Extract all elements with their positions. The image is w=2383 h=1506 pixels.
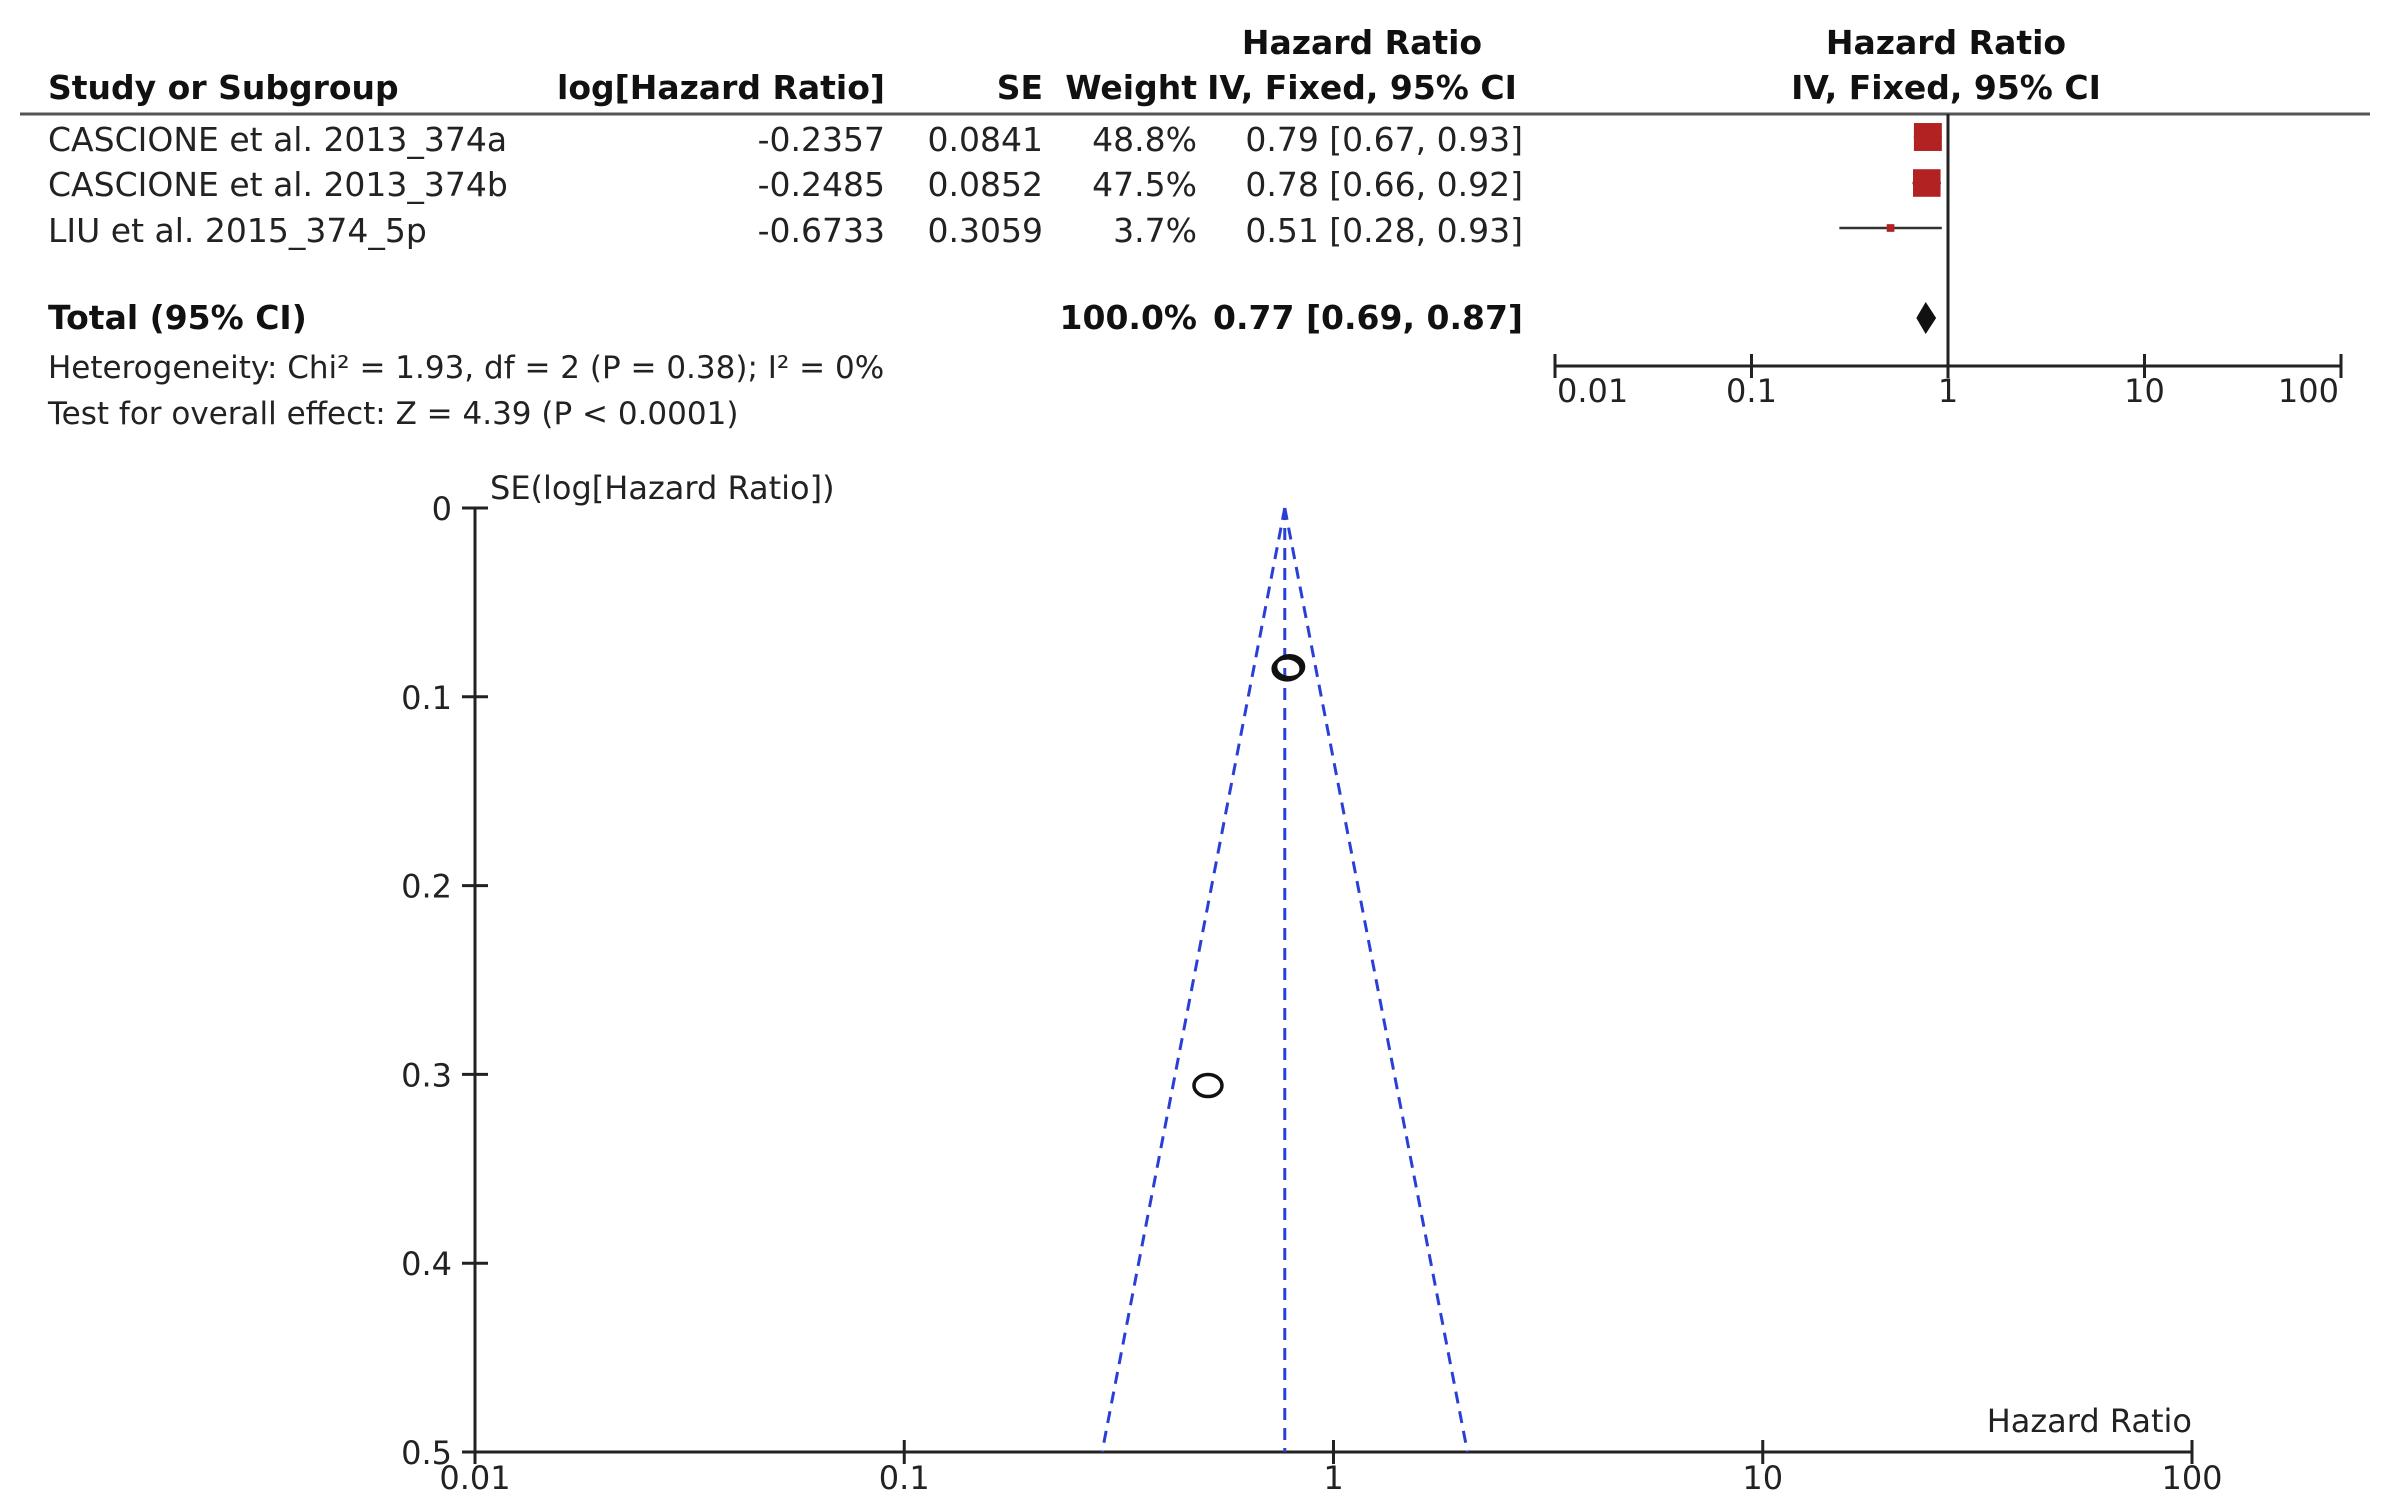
row-study: CASCIONE et al. 2013_374b <box>48 165 508 204</box>
forest-x-tick-label: 0.1 <box>1726 372 1777 410</box>
funnel-y-tick-label: 0.1 <box>401 679 452 717</box>
total-label: Total (95% CI) <box>48 298 307 337</box>
forest-pooled-diamond <box>1916 302 1937 334</box>
header-study: Study or Subgroup <box>48 68 399 107</box>
funnel-x-axis-label: Hazard Ratio <box>1987 1402 2192 1440</box>
row-se: 0.0852 <box>928 165 1043 204</box>
funnel-y-tick-label: 0.5 <box>401 1434 452 1472</box>
forest-x-tick-label: 0.01 <box>1557 372 1628 410</box>
funnel-x-tick-label: 0.1 <box>879 1459 930 1497</box>
row-weight: 3.7% <box>1113 211 1197 250</box>
header-se: SE <box>997 68 1043 107</box>
header-plot-top: Hazard Ratio <box>1826 23 2066 62</box>
forest-point-marker <box>1913 123 1942 151</box>
header-hr-top: Hazard Ratio <box>1242 23 1482 62</box>
funnel-point <box>1192 1072 1224 1099</box>
funnel-y-tick-label: 0 <box>432 490 452 528</box>
forest-x-tick-label: 100 <box>2278 372 2339 410</box>
row-loghr: -0.2357 <box>758 120 885 159</box>
funnel-plot: SE(log[Hazard Ratio]) Hazard Ratio 0 0.1 0… <box>401 469 2222 1497</box>
funnel-x-tick-label: 100 <box>2161 1459 2222 1497</box>
funnel-left-limit <box>1100 507 1287 1453</box>
row-study: LIU et al. 2015_374_5p <box>48 211 427 250</box>
funnel-y-tick-label: 0.4 <box>401 1245 452 1283</box>
funnel-x-tick-label: 1 <box>1323 1459 1343 1497</box>
row-weight: 48.8% <box>1092 120 1197 159</box>
forest-point-marker <box>1886 224 1895 232</box>
header-loghr: log[Hazard Ratio] <box>557 68 885 107</box>
forest-x-tick-label: 10 <box>2124 372 2165 410</box>
total-weight: 100.0% <box>1060 298 1197 337</box>
funnel-y-axis-label: SE(log[Hazard Ratio]) <box>490 469 835 507</box>
header-weight: Weight <box>1065 68 1197 107</box>
total-ci: 0.77 [0.69, 0.87] <box>1213 298 1523 337</box>
forest-x-tick-label: 1 <box>1938 372 1958 410</box>
funnel-point <box>1271 656 1303 682</box>
funnel-right-limit <box>1283 507 1469 1453</box>
funnel-y-tick-label: 0.3 <box>401 1056 452 1094</box>
row-ci: 0.51 [0.28, 0.93] <box>1245 211 1523 250</box>
row-se: 0.0841 <box>928 120 1043 159</box>
row-loghr: -0.6733 <box>758 211 885 250</box>
forest-plot: 0.01 0.1 1 10 100 <box>1553 114 2343 410</box>
funnel-y-tick-label: 0.2 <box>401 868 452 906</box>
overall-effect-text: Test for overall effect: Z = 4.39 (P < 0… <box>47 396 738 432</box>
row-se: 0.3059 <box>928 211 1043 250</box>
row-weight: 47.5% <box>1092 165 1197 204</box>
header-plot-sub: IV, Fixed, 95% CI <box>1791 68 2101 107</box>
forest-point-marker <box>1913 169 1941 197</box>
row-study: CASCIONE et al. 2013_374a <box>48 120 507 159</box>
funnel-x-tick-label: 0.01 <box>439 1459 510 1497</box>
forest-table: Hazard Ratio Hazard Ratio Study or Subgr… <box>20 23 2370 432</box>
heterogeneity-text: Heterogeneity: Chi² = 1.93, df = 2 (P = … <box>48 350 884 386</box>
row-ci: 0.79 [0.67, 0.93] <box>1245 120 1523 159</box>
header-hr-sub: IV, Fixed, 95% CI <box>1207 68 1517 107</box>
row-ci: 0.78 [0.66, 0.92] <box>1245 165 1523 204</box>
funnel-x-tick-label: 10 <box>1742 1459 1783 1497</box>
row-loghr: -0.2485 <box>758 165 885 204</box>
funnel-point <box>1273 654 1306 680</box>
